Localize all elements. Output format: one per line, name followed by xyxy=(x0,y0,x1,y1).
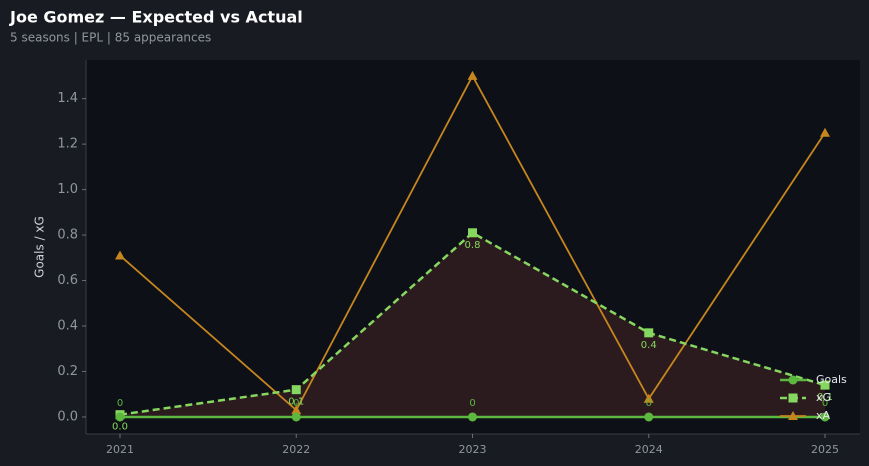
y-tick-label: 0.4 xyxy=(57,319,78,334)
data-label: 0 xyxy=(822,398,828,409)
point xyxy=(820,380,830,390)
point xyxy=(820,127,830,137)
x-tick-label: 2023 xyxy=(459,443,487,456)
chart-subtitle: 5 seasons | EPL | 85 appearances xyxy=(10,31,211,45)
x-tick-label: 2024 xyxy=(635,443,663,456)
x-tick-label: 2022 xyxy=(282,443,310,456)
data-label: 0 xyxy=(117,398,123,409)
legend-marker xyxy=(788,393,798,403)
x-tick-label: 2025 xyxy=(811,443,839,456)
data-label: 0.0 xyxy=(112,422,128,433)
data-label: 0 xyxy=(646,398,652,409)
data-label: 0.1 xyxy=(817,392,833,403)
point xyxy=(291,412,301,422)
y-tick-label: 1.4 xyxy=(57,91,78,106)
y-tick-label: 0.8 xyxy=(57,228,78,243)
xg-area xyxy=(120,232,825,417)
data-label: 0 xyxy=(469,398,475,409)
point xyxy=(644,412,654,422)
point xyxy=(115,250,125,260)
point xyxy=(291,405,302,415)
data-label: 0.4 xyxy=(641,340,657,351)
point xyxy=(291,385,301,395)
y-axis-label: Goals / xG xyxy=(33,216,47,278)
y-tick-label: 0.2 xyxy=(57,364,78,379)
legend-marker xyxy=(788,375,798,385)
point xyxy=(820,412,830,422)
point xyxy=(115,412,125,422)
legend-label: xG xyxy=(816,391,831,404)
point xyxy=(467,70,478,80)
data-label: 0.1 xyxy=(288,397,304,408)
legend-label: xA xyxy=(816,409,831,422)
legend-label: Goals xyxy=(816,373,847,386)
x-tick-label: 2021 xyxy=(106,443,134,456)
point xyxy=(468,412,477,422)
data-label: 0.8 xyxy=(465,240,481,251)
y-tick-label: 0.0 xyxy=(57,409,78,424)
point xyxy=(644,328,654,338)
legend-marker xyxy=(788,411,798,420)
y-tick-label: 0.6 xyxy=(57,273,78,288)
y-tick-label: 1.0 xyxy=(57,182,78,197)
point xyxy=(643,393,654,403)
y-tick-label: 1.2 xyxy=(57,137,78,152)
chart-title: Joe Gomez — Expected vs Actual xyxy=(9,8,303,27)
point xyxy=(468,228,477,238)
data-label: 0 xyxy=(293,398,299,409)
